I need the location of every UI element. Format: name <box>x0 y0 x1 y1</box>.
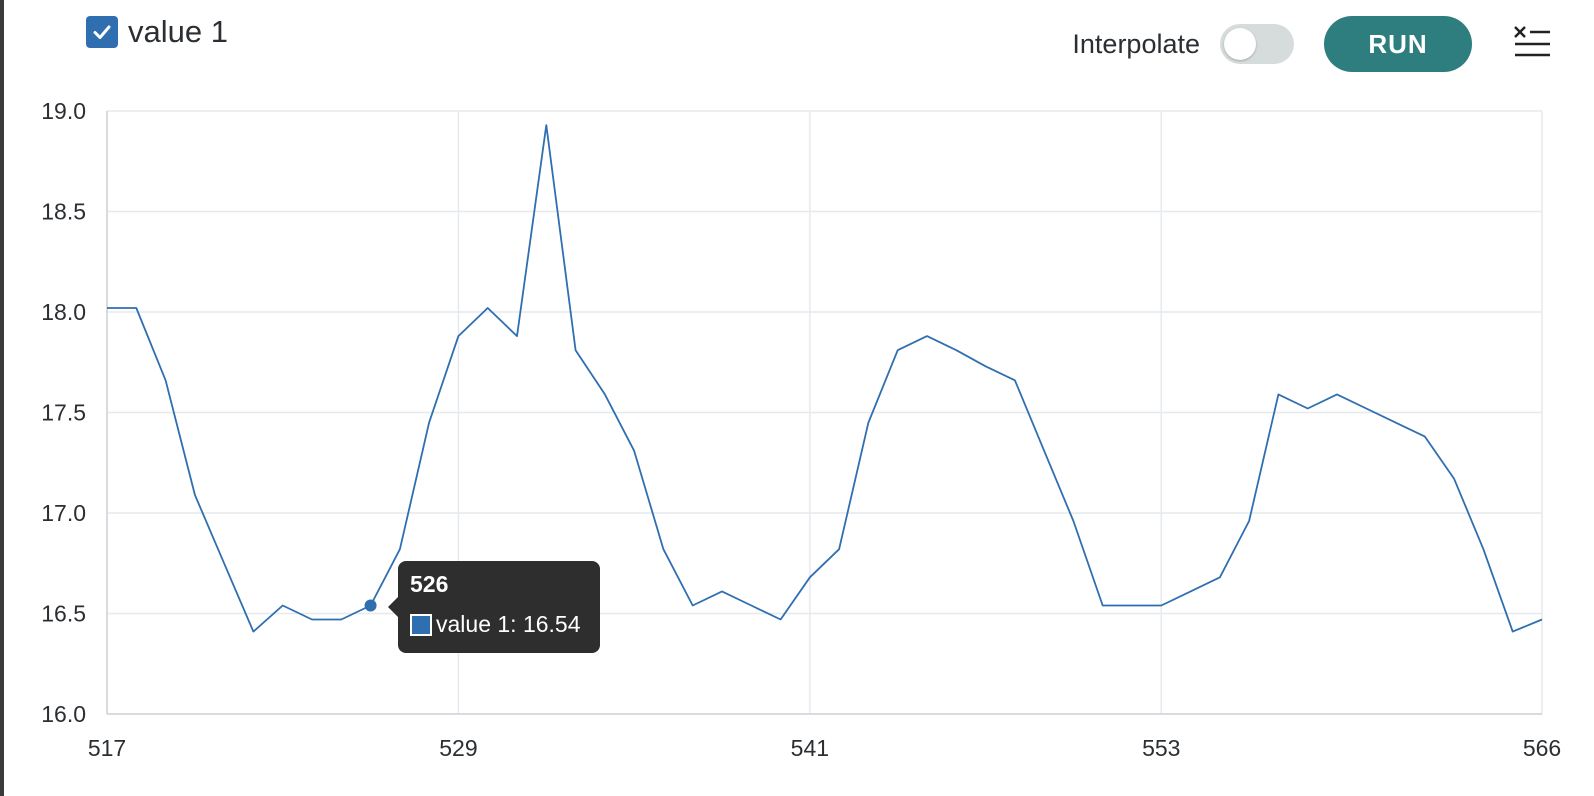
data-points <box>103 121 1546 636</box>
data-point <box>132 304 140 312</box>
data-point <box>454 332 462 340</box>
tooltip-title: 526 <box>410 571 448 598</box>
data-point <box>689 601 697 609</box>
data-point <box>513 332 521 340</box>
data-point <box>1509 628 1517 636</box>
tooltip: 526 value 1: 16.54 <box>398 561 600 653</box>
data-point <box>1216 573 1224 581</box>
data-point <box>484 304 492 312</box>
y-tick-label: 16.5 <box>41 601 86 627</box>
data-point <box>1128 601 1136 609</box>
y-tick-label: 18.0 <box>41 299 86 325</box>
x-tick-label: 553 <box>1142 735 1180 761</box>
data-point <box>601 390 609 398</box>
data-point <box>337 616 345 624</box>
data-point <box>806 573 814 581</box>
highlighted-point <box>365 599 377 611</box>
data-point <box>249 628 257 636</box>
x-tick-label: 566 <box>1523 735 1561 761</box>
data-point <box>1040 447 1048 455</box>
data-point <box>162 376 170 384</box>
y-tick-label: 19.0 <box>41 98 86 124</box>
data-point <box>279 601 287 609</box>
data-point <box>923 332 931 340</box>
data-point <box>1187 587 1195 595</box>
data-point <box>659 545 667 553</box>
tooltip-value: value 1: 16.54 <box>436 611 581 638</box>
data-point <box>1099 601 1107 609</box>
y-tick-label: 18.5 <box>41 199 86 225</box>
x-tick-label: 517 <box>88 735 126 761</box>
data-point <box>1069 517 1077 525</box>
data-point <box>777 616 785 624</box>
y-tick-label: 17.5 <box>41 400 86 426</box>
data-point <box>1304 404 1312 412</box>
data-point <box>220 559 228 567</box>
data-point <box>835 545 843 553</box>
data-point <box>1157 601 1165 609</box>
data-point <box>1450 475 1458 483</box>
data-point <box>747 601 755 609</box>
data-point <box>1362 404 1370 412</box>
grid <box>107 111 1542 714</box>
data-point <box>542 121 550 129</box>
data-point <box>952 346 960 354</box>
tooltip-swatch <box>410 614 432 636</box>
data-point <box>1392 419 1400 427</box>
x-tick-label: 529 <box>439 735 477 761</box>
series-line-value-1 <box>107 125 1542 631</box>
data-point <box>864 419 872 427</box>
data-point <box>894 346 902 354</box>
y-tick-label: 16.0 <box>41 701 86 727</box>
data-point <box>1245 517 1253 525</box>
x-tick-label: 541 <box>791 735 829 761</box>
data-point <box>630 447 638 455</box>
data-point <box>396 545 404 553</box>
y-tick-label: 17.0 <box>41 500 86 526</box>
data-point <box>982 362 990 370</box>
data-point <box>1538 616 1546 624</box>
data-point <box>191 491 199 499</box>
data-point <box>425 419 433 427</box>
data-point <box>718 587 726 595</box>
data-point <box>1333 390 1341 398</box>
data-point <box>1421 433 1429 441</box>
data-point <box>103 304 111 312</box>
data-point <box>572 346 580 354</box>
data-point <box>1479 545 1487 553</box>
data-point <box>1011 376 1019 384</box>
data-point <box>1274 390 1282 398</box>
tooltip-row: value 1: 16.54 <box>410 611 581 638</box>
data-point <box>308 616 316 624</box>
